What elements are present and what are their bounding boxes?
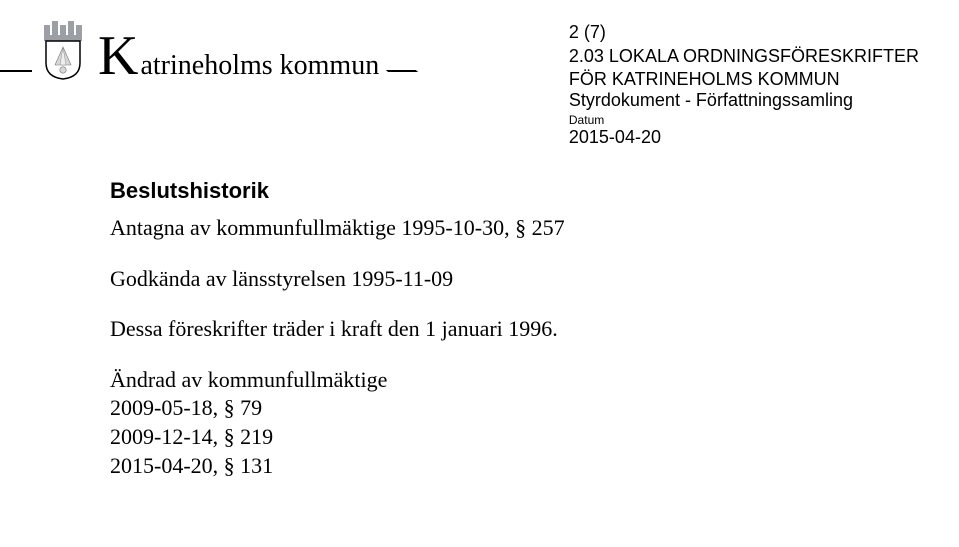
doc-subtitle: Styrdokument - Författningssamling — [569, 90, 919, 111]
paragraph: 2015-04-20, § 131 — [110, 452, 919, 481]
page-number: 2 (7) — [569, 22, 919, 43]
header-rule-left — [0, 70, 32, 72]
org-name-rest: atrineholms kommun — [140, 52, 379, 80]
document-body: Beslutshistorik Antagna av kommunfullmäk… — [0, 148, 959, 480]
header-right-block: 2 (7) 2.03 LOKALA ORDNINGSFÖRESKRIFTER F… — [569, 20, 959, 148]
section-heading: Beslutshistorik — [110, 178, 919, 204]
doc-title-line2: FÖR KATRINEHOLMS KOMMUN — [569, 68, 919, 91]
paragraph: 2009-05-18, § 79 — [110, 394, 919, 423]
org-initial: K — [98, 28, 138, 84]
paragraph: Ändrad av kommunfullmäktige — [110, 366, 919, 395]
header-rule-right — [386, 70, 418, 72]
org-logo-block: K atrineholms kommun — [0, 20, 417, 84]
date-label: Datum — [569, 113, 919, 127]
paragraph: 2009-12-14, § 219 — [110, 423, 919, 452]
paragraph: Dessa föreskrifter träder i kraft den 1 … — [110, 315, 919, 344]
paragraph: Antagna av kommunfullmäktige 1995-10-30,… — [110, 214, 919, 243]
doc-title-line1: 2.03 LOKALA ORDNINGSFÖRESKRIFTER — [569, 45, 919, 68]
municipal-crest-icon — [38, 17, 88, 81]
paragraph: Godkända av länsstyrelsen 1995-11-09 — [110, 265, 919, 294]
date-value: 2015-04-20 — [569, 127, 919, 148]
org-name: K atrineholms kommun — [98, 28, 379, 84]
